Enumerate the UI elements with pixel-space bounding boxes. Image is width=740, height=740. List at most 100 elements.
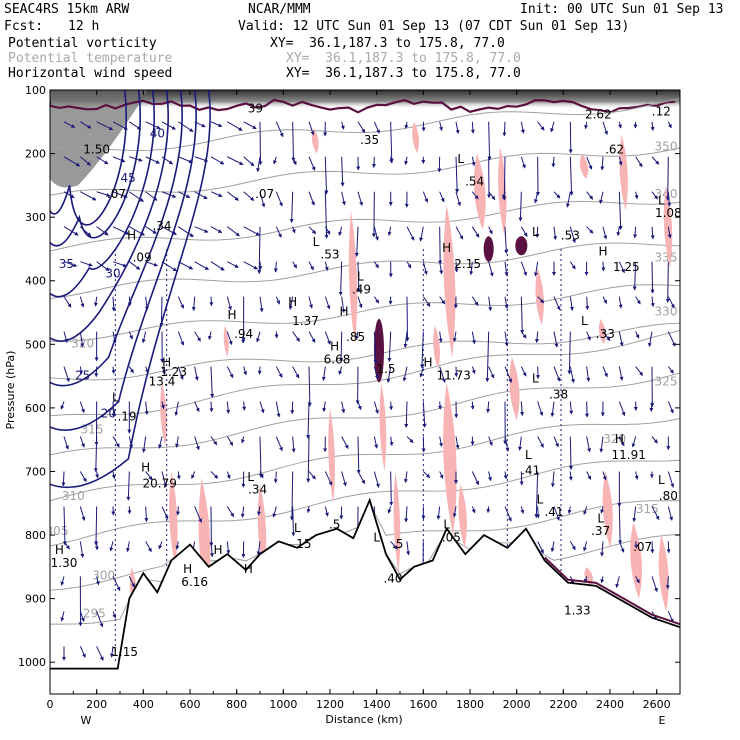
wind-vector <box>145 366 149 374</box>
wind-vector <box>504 366 512 383</box>
wind-vector <box>356 436 361 474</box>
wind-vector <box>550 471 555 488</box>
wind-vector <box>158 541 163 550</box>
wind-vector <box>586 191 594 200</box>
pv-label: 2.15 <box>454 257 481 271</box>
wind-vector <box>439 191 445 203</box>
wind-vector <box>520 506 525 514</box>
wind-vector <box>618 191 623 230</box>
wind-vector <box>569 541 576 551</box>
wind-vector <box>504 506 512 522</box>
wind-vector <box>208 331 212 341</box>
wind-vector <box>79 611 85 622</box>
pv-fill-blob <box>535 268 544 326</box>
x-tick-label: 1600 <box>409 698 437 711</box>
wind-vector <box>504 226 509 254</box>
wind-vector <box>471 506 476 514</box>
x-tick-label: 600 <box>180 698 201 711</box>
wind-vector <box>488 296 493 312</box>
wind-vector <box>60 401 65 410</box>
wind-vector <box>96 191 111 197</box>
low-marker: L <box>373 530 380 544</box>
wind-vector <box>257 226 262 275</box>
wind-vector <box>111 471 116 479</box>
pv-label: 1.15 <box>111 645 138 659</box>
wind-vector <box>78 366 83 375</box>
pv-fill-blob <box>160 382 167 447</box>
pv-fill-blob <box>602 471 613 548</box>
wind-vector <box>665 156 670 201</box>
wind-vector <box>602 121 608 136</box>
wind-vector <box>618 331 624 347</box>
wind-vector <box>341 296 346 314</box>
wind-vector <box>586 366 591 382</box>
wind-vector <box>275 296 280 305</box>
y-tick-label: 700 <box>25 465 46 478</box>
wind-vector <box>161 121 176 130</box>
pv-label: .34 <box>248 483 267 497</box>
wind-vector <box>273 156 277 165</box>
wind-vector <box>537 296 545 304</box>
wind-vector <box>129 121 142 130</box>
theta-line <box>50 372 680 456</box>
wind-vector <box>618 261 625 274</box>
wind-vector <box>144 401 149 416</box>
contour-labels: 1.50 .07 .34 .09 39 .07 .35 .53 .49 1.37 .94 .85 6.6… <box>51 101 680 659</box>
wind-vector <box>111 401 116 418</box>
wind-vector <box>389 121 394 163</box>
pv-label: .07 <box>107 187 126 201</box>
wind-vector <box>129 191 144 202</box>
wind-vector <box>635 296 641 305</box>
wind-vector <box>256 331 261 343</box>
wind-label: 30 <box>105 267 120 281</box>
wind-vector <box>586 436 592 453</box>
wind-vector <box>422 471 431 478</box>
wind-isotach <box>50 90 211 489</box>
wind-vector <box>210 471 219 479</box>
wind-vector <box>292 261 298 269</box>
wind-vector <box>650 226 655 240</box>
pv-label: .80 <box>659 489 678 503</box>
wind-vector <box>485 331 490 383</box>
x-tick-label: 2400 <box>596 698 624 711</box>
pv-label: 2.62 <box>585 108 612 122</box>
wind-vector <box>389 471 394 506</box>
wind-vector <box>550 401 555 418</box>
wind-vector <box>128 331 133 340</box>
wind-vector <box>79 401 85 414</box>
wind-vector <box>357 471 366 485</box>
wind-vector <box>389 401 394 411</box>
wind-vector <box>109 541 114 552</box>
wind-vector <box>565 191 571 208</box>
low-marker: L <box>443 518 450 532</box>
wind-vector <box>308 226 317 235</box>
axes: 0 200 400 600 800 1000 1200 1400 1600 1800 2000 220… <box>18 84 681 711</box>
field-xy-theta: XY= 36.1,187.3 to 175.8, 77.0 <box>286 51 521 66</box>
theta-label: 310 <box>62 489 85 503</box>
wind-vector <box>308 331 316 343</box>
wind-vector <box>178 261 194 270</box>
pv-label: .5 <box>392 537 403 551</box>
wind-vector <box>145 541 152 553</box>
wind-vector <box>550 121 555 133</box>
pv-label: .53 <box>561 228 580 242</box>
field-xy-pv: XY= 36.1,187.3 to 175.8, 77.0 <box>270 36 505 51</box>
wind-vector <box>502 191 506 199</box>
wind-vector <box>471 296 479 306</box>
high-marker: H <box>213 543 222 557</box>
wind-vector <box>438 401 443 410</box>
wind-vector <box>60 611 65 622</box>
wind-vector <box>503 471 508 480</box>
wind-vector <box>634 541 639 549</box>
wind-vector <box>324 261 329 271</box>
wind-vector <box>210 226 223 234</box>
wind-vector <box>306 401 311 439</box>
wind-vector <box>93 436 98 473</box>
wind-vector <box>422 296 431 307</box>
wind-vector <box>633 226 638 239</box>
wind-vector <box>158 436 163 449</box>
wind-vector <box>226 436 234 446</box>
wind-vector <box>339 331 344 362</box>
wind-vector <box>665 576 670 590</box>
west-label: W <box>81 714 92 727</box>
